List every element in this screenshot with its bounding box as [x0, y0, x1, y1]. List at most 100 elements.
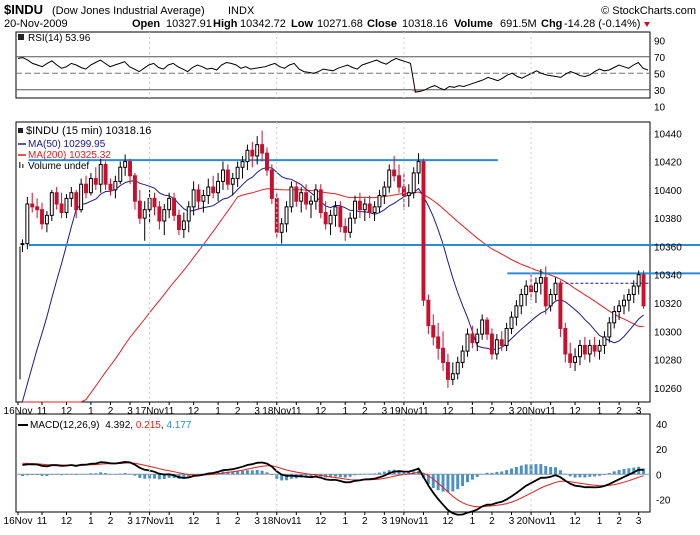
candle-body	[226, 170, 229, 184]
price-x-label: 1	[342, 406, 348, 417]
macd-histogram-bar	[593, 474, 596, 476]
macd-histogram-bar	[490, 473, 493, 474]
candle-body	[212, 187, 215, 193]
candle-body	[613, 311, 616, 322]
price-x-label: 2	[108, 406, 114, 417]
macd-histogram-bar	[500, 471, 503, 474]
candle-body	[378, 196, 381, 207]
price-x-label: 1	[88, 406, 94, 417]
price-legend-title: $INDU (15 min) 10318.16	[26, 125, 151, 137]
macd-histogram-bar	[50, 474, 53, 475]
macd-x-label: 16Nov	[4, 516, 33, 527]
candle-body	[119, 167, 122, 181]
price-x-label: 2	[362, 406, 368, 417]
macd-x-label: 12	[61, 516, 73, 527]
macd-histogram-bar	[65, 474, 68, 475]
price-tick-10280: 10280	[654, 356, 682, 367]
macd-histogram-bar	[270, 474, 273, 475]
candle-body	[549, 295, 552, 306]
price-tick-10340: 10340	[654, 271, 682, 282]
macd-histogram-bar	[236, 471, 239, 474]
chg-value: -14.28 (-0.14%)	[564, 18, 640, 30]
low-label: Low	[291, 18, 313, 30]
candle-body	[256, 145, 259, 156]
price-x-label: 11	[418, 406, 429, 417]
price-x-label: 1	[597, 406, 603, 417]
chart-exchange: INDX	[228, 5, 255, 17]
price-x-label: 12	[442, 406, 454, 417]
price-x-label: 11	[291, 406, 302, 417]
price-x-label: 11	[37, 406, 48, 417]
macd-histogram-bar	[339, 474, 342, 477]
candle-body	[579, 345, 582, 356]
macd-x-label: 11	[37, 516, 48, 527]
macd-x-label: 1	[215, 516, 221, 527]
macd-histogram-bar	[344, 474, 347, 477]
candle-body	[280, 224, 283, 232]
macd-histogram-bar	[476, 474, 479, 477]
candle-body	[295, 187, 298, 201]
macd-histogram-bar	[266, 472, 269, 474]
open-value: 10327.91	[166, 18, 212, 30]
candle-body	[158, 207, 161, 221]
macd-x-label: 17Nov	[135, 516, 164, 527]
candle-body	[632, 286, 635, 294]
macd-histogram-bar	[383, 472, 386, 475]
candle-body	[437, 337, 440, 348]
macd-x-label: 2	[108, 516, 114, 527]
macd-legend-v2: 0.215	[136, 420, 161, 431]
macd-histogram-bar	[461, 474, 464, 486]
rsi-tick-70: 70	[654, 53, 666, 64]
candle-body	[471, 334, 474, 342]
candle-body	[510, 317, 513, 328]
macd-histogram-bar	[94, 473, 97, 474]
macd-histogram-bar	[119, 474, 122, 475]
candle-body	[124, 162, 127, 168]
candle-body	[603, 337, 606, 345]
macd-histogram-bar	[456, 474, 459, 489]
macd-x-label: 1	[597, 516, 603, 527]
macd-histogram-bar	[41, 474, 44, 476]
candle-body	[70, 193, 73, 199]
price-tick-10300: 10300	[654, 327, 682, 338]
macd-histogram-bar	[36, 474, 39, 475]
macd-histogram-bar	[583, 474, 586, 477]
candle-body	[539, 278, 542, 284]
rsi-tick-50: 50	[654, 69, 666, 80]
candle-body	[246, 150, 249, 161]
macd-histogram-bar	[574, 474, 577, 477]
candle-body	[202, 196, 205, 202]
chg-down-arrow-icon	[644, 22, 650, 27]
macd-histogram-bar	[45, 474, 48, 476]
rsi-legend-swatch	[18, 34, 24, 40]
candle-body	[505, 328, 508, 345]
volume-value: 691.5M	[500, 18, 537, 30]
candle-body	[407, 193, 410, 196]
candle-body	[559, 283, 562, 328]
candle-body	[554, 283, 557, 294]
candle-body	[520, 295, 523, 306]
macd-legend-prefix: MACD(12,26,9)	[30, 420, 99, 431]
candle-body	[368, 204, 371, 212]
candle-body	[197, 190, 200, 201]
candle-body	[80, 184, 83, 209]
macd-histogram-bar	[544, 466, 547, 474]
macd-histogram-bar	[334, 474, 337, 476]
candle-body	[261, 145, 264, 153]
macd-tick--20: -20	[656, 495, 671, 506]
candle-body	[305, 193, 308, 204]
candle-body	[109, 184, 112, 190]
macd-histogram-bar	[143, 474, 146, 478]
ma200-legend: MA(200) 10325.32	[28, 150, 111, 161]
macd-histogram-bar	[261, 471, 264, 475]
chart-symbol: $INDU	[4, 2, 43, 17]
macd-histogram-bar	[515, 467, 518, 474]
macd-histogram-bar	[55, 474, 58, 475]
candle-body	[456, 362, 459, 373]
candle-body	[241, 162, 244, 168]
candle-body	[270, 170, 273, 198]
macd-histogram-bar	[481, 474, 484, 475]
candle-body	[432, 326, 435, 337]
candle-body	[564, 328, 567, 353]
candle-body	[60, 204, 63, 212]
